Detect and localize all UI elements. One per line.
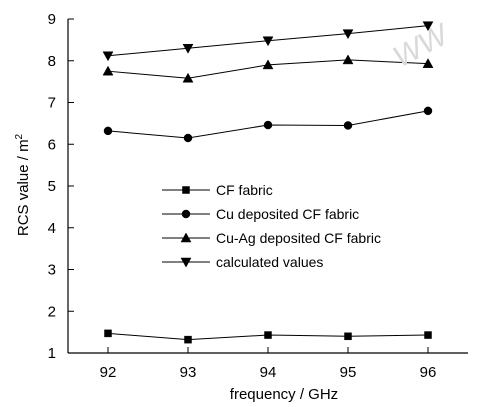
series-3	[102, 54, 434, 83]
y-ticks: 1 2 3 4 5 6 7 8 9	[48, 11, 74, 362]
x-tick-label: 94	[260, 364, 277, 381]
y-tick-label: 4	[48, 220, 56, 237]
y-tick-label: 5	[48, 178, 56, 195]
data-point	[342, 54, 354, 65]
legend-label: Cu-Ag deposited CF fabric	[216, 230, 381, 246]
legend-label: calculated values	[216, 254, 323, 270]
legend-label: Cu deposited CF fabric	[216, 206, 359, 222]
y-tick-label: 9	[48, 11, 56, 28]
x-tick-label: 95	[340, 364, 357, 381]
data-point	[264, 331, 272, 339]
legend-item: calculated values	[162, 254, 323, 270]
legend-marker	[180, 257, 192, 268]
series-2	[103, 106, 433, 143]
y-tick-label: 8	[48, 53, 56, 70]
x-axis-label: frequency / GHz	[230, 386, 338, 403]
data-point	[423, 106, 433, 116]
y-tick-label: 3	[48, 262, 56, 279]
y-axis-label-superscript: 2	[14, 133, 25, 139]
data-point	[104, 329, 112, 338]
data-point	[262, 59, 274, 70]
data-point	[183, 133, 193, 143]
x-tick-label: 92	[100, 364, 117, 381]
series-4	[102, 21, 434, 62]
x-tick-label: 96	[420, 364, 437, 381]
data-point	[342, 29, 354, 40]
data-point	[102, 51, 114, 62]
y-tick-label: 1	[48, 345, 56, 362]
legend-item: CF fabric	[162, 182, 273, 198]
series-layer	[102, 21, 434, 344]
legend-marker	[182, 186, 190, 194]
data-point	[263, 120, 273, 130]
data-point	[422, 58, 434, 68]
legend-item: Cu-Ag deposited CF fabric	[162, 230, 381, 246]
data-point	[184, 335, 192, 344]
legend: CF fabric Cu deposited CF fabric Cu-Ag dep…	[162, 182, 381, 270]
legend-label: CF fabric	[216, 182, 273, 198]
x-tick-label: 93	[180, 364, 197, 381]
legend-marker	[181, 209, 191, 219]
data-point	[182, 72, 194, 83]
y-tick-label: 7	[48, 95, 56, 112]
data-point	[344, 332, 352, 341]
data-point	[422, 21, 434, 32]
data-point	[103, 126, 113, 136]
data-point	[182, 43, 194, 54]
data-point	[102, 65, 114, 76]
legend-marker	[180, 232, 192, 243]
series-1	[104, 329, 432, 344]
y-axis-label: RCS value / m2	[14, 133, 32, 236]
y-axis-label-text: RCS value / m	[15, 139, 32, 236]
data-point	[343, 121, 353, 130]
legend-item: Cu deposited CF fabric	[162, 206, 359, 222]
watermark-text: WW	[388, 17, 456, 74]
data-point	[424, 331, 432, 339]
data-point	[262, 36, 274, 47]
y-tick-label: 2	[48, 303, 56, 320]
x-ticks: 92 93 94 95 96	[100, 347, 437, 381]
y-tick-label: 6	[48, 136, 56, 153]
